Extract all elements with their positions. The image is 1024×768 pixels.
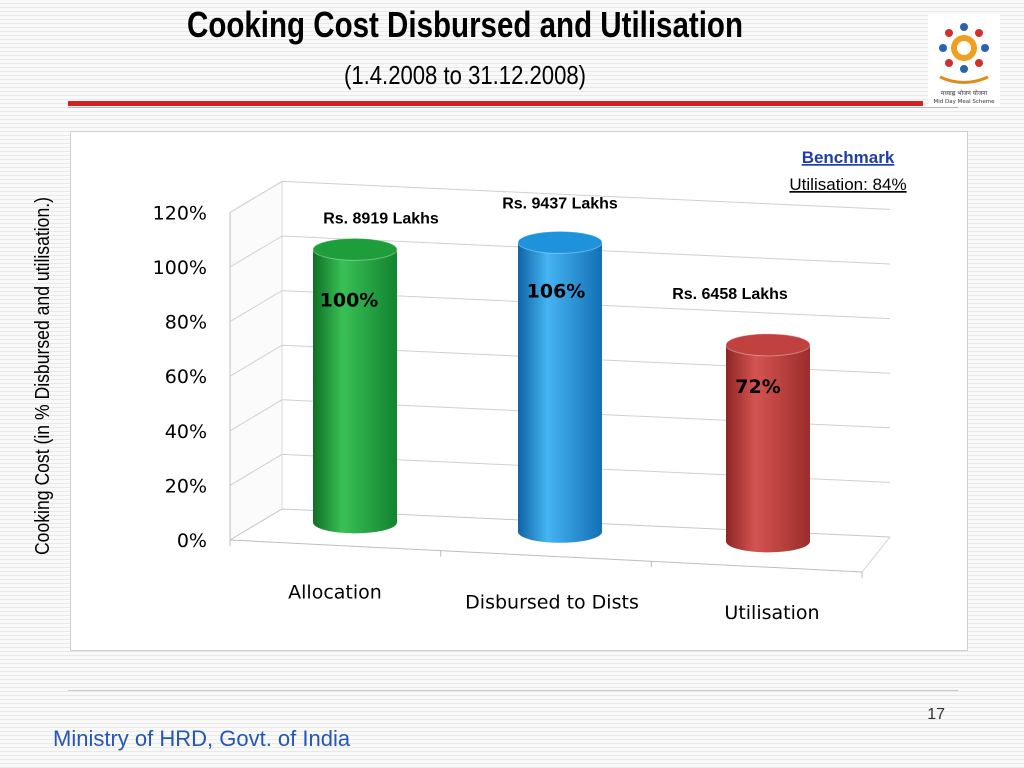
x-tick-label: Disbursed to Dists [465,592,639,614]
benchmark-value: Utilisation: 84% [789,175,906,194]
people-ring-icon [939,23,989,84]
data-label-amount: Rs. 9437 Lakhs [502,195,618,212]
title-underline-grey [68,107,958,108]
bar-body [726,344,810,553]
y-axis-label: Cooking Cost (in % Disbursed and utilisa… [32,196,54,556]
gridline-80 [229,290,891,323]
y-tick-label: 120% [153,202,207,224]
data-label-amount: Rs. 8919 Lakhs [323,210,439,227]
bar-top [517,230,603,254]
data-label-value: 106% [527,280,586,302]
slide-subtitle: (1.4.2008 to 31.12.2008) [343,60,587,90]
bar-disbursed-to-dists [517,230,603,543]
bar-body [518,242,602,543]
gridline-60 [229,344,891,377]
title-underline-red [68,101,923,106]
y-tick-label: 60% [165,366,207,388]
page-number: 17 [927,706,945,723]
data-label-value: 100% [320,289,379,311]
bar-top [725,333,811,357]
x-tick-label: Allocation [288,581,382,603]
data-label-amount: Rs. 6458 Lakhs [672,286,788,303]
mid-day-meal-logo: मध्याह्न भोजन योजना Mid Day Meal Scheme [928,14,1000,106]
y-tick-label: 80% [165,312,207,334]
gridline-120 [229,180,891,213]
x-axis-line [229,539,863,573]
y-tick-label: 0% [177,530,207,552]
gridline-0 [229,508,891,541]
y-tick-label: 20% [165,475,207,497]
footer-rule [68,690,958,691]
bar-utilisation [725,333,811,553]
footer-ministry: Ministry of HRD, Govt. of India [53,726,351,751]
slide-title: Cooking Cost Disbursed and Utilisation [186,4,743,45]
y-tick-label: 100% [153,257,207,279]
data-label-value: 72% [735,376,780,398]
x-tick-label: Utilisation [724,602,819,624]
logo-caption-hindi: मध्याह्न भोजन योजना [941,89,988,97]
bar-body [313,249,397,534]
y-tick-label: 40% [165,421,207,443]
logo-caption-english: Mid Day Meal Scheme [933,99,995,105]
bar-top [312,237,398,261]
gridline-40 [229,399,891,432]
bar-allocation [312,237,398,534]
benchmark-title: Benchmark [802,148,895,167]
gridline-100 [229,235,891,268]
gridline-20 [229,453,891,486]
